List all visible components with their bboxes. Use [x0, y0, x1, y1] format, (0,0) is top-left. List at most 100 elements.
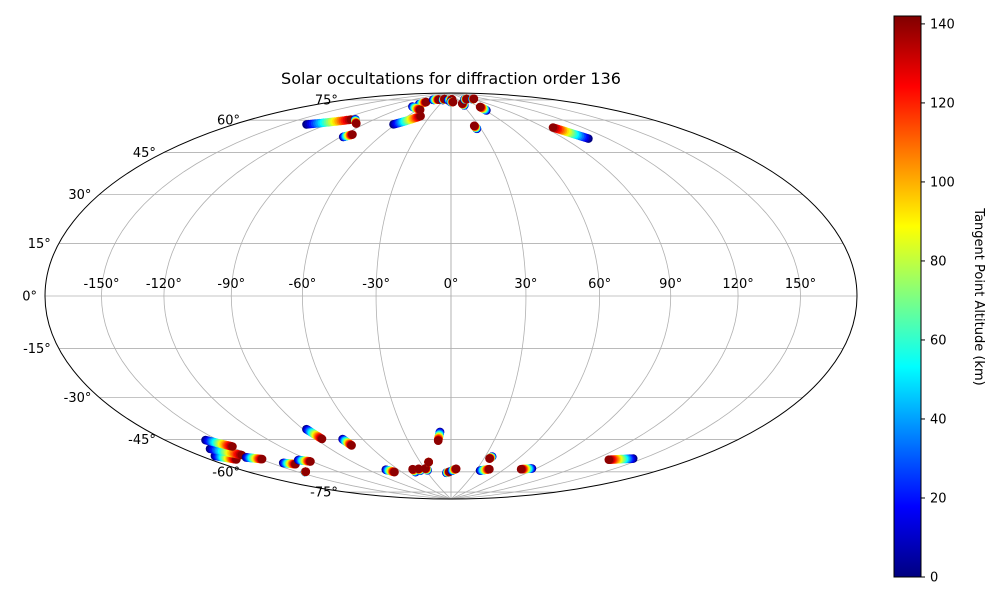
- occultation-track: [389, 111, 425, 129]
- lat-tick-label: -30°: [64, 391, 92, 406]
- occultation-track: [604, 454, 638, 465]
- lon-tick-label: -150°: [83, 277, 119, 292]
- meridian-gridline: [230, 93, 452, 499]
- lon-tick-label: 0°: [444, 277, 459, 292]
- data-point: [604, 455, 614, 465]
- occultation-track: [428, 95, 444, 105]
- occultation-track: [338, 130, 357, 142]
- data-point: [414, 464, 423, 474]
- occultation-track: [414, 464, 425, 476]
- occultation-track: [201, 435, 237, 451]
- chart-title: Solar occultations for diffraction order…: [281, 69, 621, 88]
- occultation-track: [485, 452, 497, 463]
- colorbar-tick-label: 20: [930, 491, 947, 506]
- occultation-track: [302, 424, 327, 444]
- lat-tick-label: 60°: [217, 114, 240, 129]
- lon-tick-label: 120°: [722, 277, 753, 292]
- lon-tick-label: 60°: [588, 277, 611, 292]
- lat-tick-label: 15°: [28, 237, 51, 252]
- map-boundary: [44, 92, 858, 500]
- lat-tick-label: 30°: [68, 188, 91, 203]
- colorbar-tick-label: 140: [930, 17, 955, 32]
- occultation-track: [351, 115, 361, 128]
- lat-tick-label: -45°: [128, 433, 156, 448]
- data-point: [415, 105, 425, 115]
- lat-tick-label: -15°: [23, 342, 51, 357]
- lon-tick-label: 30°: [514, 277, 537, 292]
- occultation-track: [460, 94, 472, 104]
- data-point: [516, 464, 526, 474]
- lon-tick-label: 150°: [785, 277, 816, 292]
- data-point: [257, 454, 267, 464]
- data-point: [424, 457, 433, 467]
- lat-tick-label: -75°: [310, 486, 338, 501]
- colorbar-tick-label: 0: [930, 571, 938, 586]
- occultation-track: [475, 464, 494, 475]
- data-point: [348, 130, 357, 139]
- colorbar-gradient: [893, 15, 922, 578]
- occultation-track: [447, 464, 461, 476]
- occultation-track: [516, 464, 537, 474]
- data-point: [451, 464, 461, 474]
- lon-tick-label: -60°: [289, 277, 317, 292]
- data-point: [548, 123, 558, 132]
- data-point: [448, 97, 458, 107]
- lat-tick-label: 45°: [133, 146, 156, 161]
- data-point: [416, 111, 425, 121]
- meridian-gridline: [450, 93, 527, 499]
- data-point: [352, 119, 361, 128]
- data-point: [228, 442, 237, 451]
- data-point: [475, 102, 485, 112]
- lon-tick-label: -90°: [217, 277, 245, 292]
- meridian-gridline: [163, 93, 452, 499]
- colorbar-tick-label: 80: [930, 254, 947, 269]
- lon-tick-label: -30°: [362, 277, 390, 292]
- colorbar-tick-label: 60: [930, 333, 947, 348]
- occultation-track: [210, 451, 241, 464]
- data-point: [390, 467, 399, 477]
- occultation-track: [468, 94, 479, 104]
- data-point: [421, 97, 431, 107]
- data-point: [347, 441, 356, 450]
- data-point: [469, 94, 479, 104]
- occultation-track: [421, 464, 432, 475]
- occultation-track: [302, 115, 356, 129]
- data-point: [301, 467, 311, 477]
- lat-tick-label: 75°: [315, 93, 338, 108]
- data-point: [317, 434, 327, 444]
- occultation-track: [241, 453, 267, 464]
- graticule: [45, 93, 857, 499]
- occultation-points: [201, 94, 638, 478]
- data-point: [306, 457, 315, 466]
- meridian-gridline: [375, 93, 452, 499]
- occultation-track: [433, 427, 445, 446]
- meridian-gridline: [101, 93, 452, 499]
- meridian-gridline: [301, 93, 452, 499]
- occultation-track: [408, 102, 425, 115]
- data-point: [469, 121, 479, 131]
- occultation-track: [278, 458, 300, 469]
- colorbar-tick-label: 120: [930, 96, 955, 111]
- occultation-track: [338, 434, 356, 450]
- lon-tick-label: -120°: [146, 277, 182, 292]
- colorbar: 0 20 40 60 80 100 120 140 Tangent Point Altitude…: [893, 15, 986, 586]
- occultation-track: [475, 102, 491, 115]
- meridian-gridline: [450, 93, 672, 499]
- occultation-track: [469, 121, 482, 134]
- meridian-gridline: [450, 93, 601, 499]
- meridian-gridline: [450, 93, 739, 499]
- occultation-track: [446, 97, 458, 107]
- data-point: [485, 464, 494, 474]
- occultation-track: [381, 465, 399, 477]
- colorbar-tick-label: 100: [930, 175, 955, 190]
- lon-tick-label: 90°: [659, 277, 682, 292]
- lat-tick-label: 0°: [22, 290, 37, 305]
- lat-tick-label: -60°: [212, 465, 240, 480]
- occultation-track: [293, 455, 315, 466]
- map-projection: -150° -120° -90° -60° -30° 0° 30° 60° 90° 120° 150…: [22, 92, 858, 501]
- occultation-track: [548, 123, 593, 143]
- data-point: [433, 436, 443, 446]
- data-point: [485, 454, 494, 463]
- colorbar-tick-label: 40: [930, 412, 947, 427]
